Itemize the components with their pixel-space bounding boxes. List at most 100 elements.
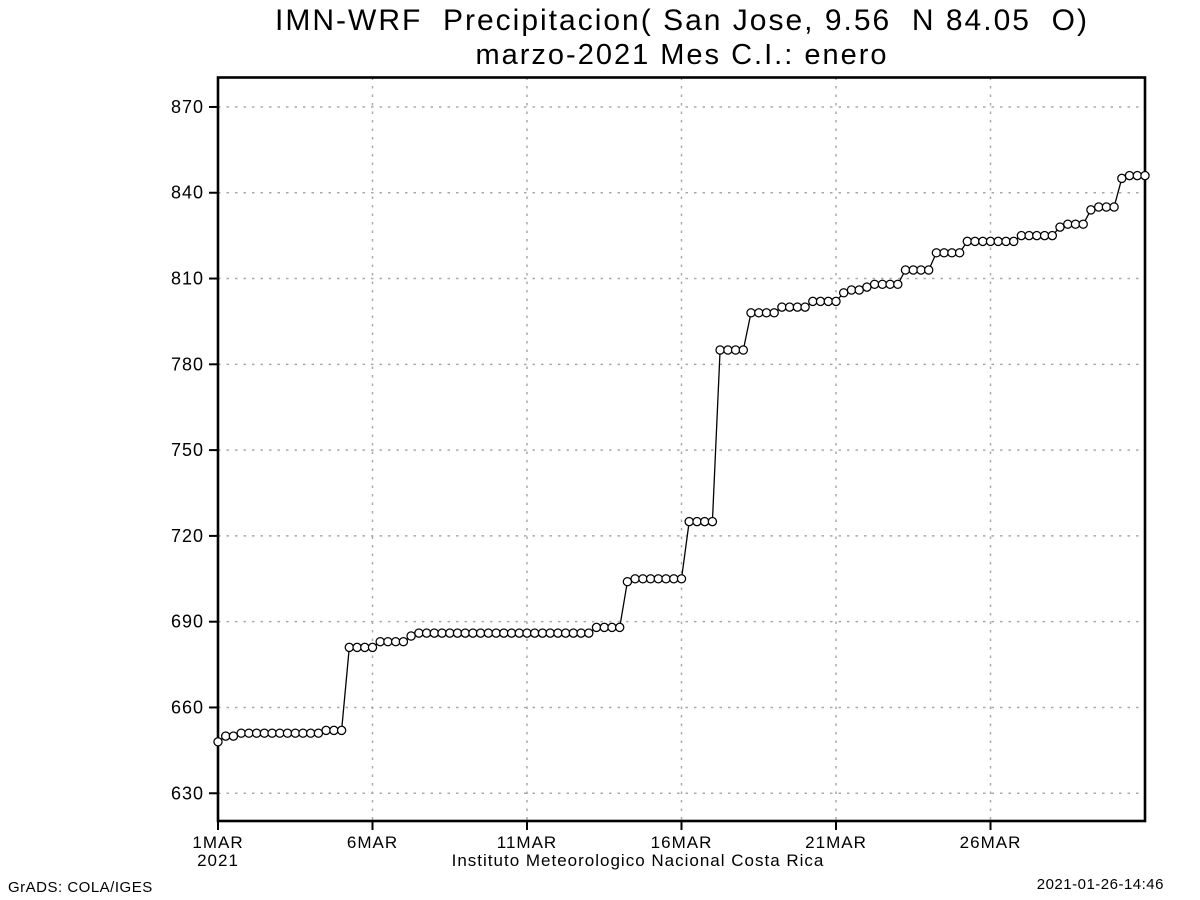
- data-point: [344, 642, 355, 653]
- gridlines: [218, 77, 1145, 821]
- x-tick-sublabel: 2021: [197, 851, 239, 870]
- data-point: [406, 631, 416, 641]
- data-point: [692, 516, 702, 527]
- x-axis-caption: Instituto Meteorologico Nacional Costa R…: [451, 851, 825, 870]
- data-point: [553, 628, 563, 638]
- data-point: [251, 728, 262, 738]
- data-point: [761, 308, 772, 318]
- y-tick-label: 720: [171, 526, 204, 546]
- data-point: [638, 574, 648, 584]
- data-point: [846, 285, 857, 295]
- x-tick-label: 11MAR: [497, 833, 557, 852]
- data-point: [537, 628, 548, 638]
- data-point: [1070, 219, 1081, 229]
- data-point: [1101, 202, 1112, 212]
- data-point: [607, 622, 617, 633]
- data-point: [684, 516, 694, 527]
- data-point: [1063, 219, 1073, 229]
- data-point: [367, 642, 378, 653]
- data-point: [1047, 230, 1058, 241]
- data-point: [669, 574, 679, 584]
- data-point: [329, 725, 339, 736]
- x-tick-label: 16MAR: [651, 833, 713, 852]
- data-point: [522, 628, 532, 638]
- data-point: [823, 296, 834, 307]
- data-point: [854, 285, 864, 295]
- data-point: [305, 728, 316, 738]
- data-point: [1086, 205, 1096, 215]
- data-point: [1001, 236, 1011, 247]
- y-tick-label: 630: [171, 783, 204, 803]
- data-point: [1140, 170, 1150, 181]
- data-point: [390, 636, 401, 647]
- data-point: [838, 288, 849, 298]
- data-point: [923, 265, 934, 275]
- data-point: [244, 728, 254, 738]
- x-tick-label: 21MAR: [805, 833, 867, 852]
- data-point: [947, 248, 957, 258]
- data-point: [228, 731, 239, 741]
- data-point: [321, 725, 331, 736]
- data-point: [213, 737, 223, 747]
- y-tick-label: 750: [171, 440, 204, 460]
- data-point: [475, 628, 486, 638]
- data-point: [1078, 219, 1088, 229]
- data-point: [599, 622, 610, 633]
- data-point: [375, 636, 385, 647]
- data-point: [421, 628, 432, 638]
- plot-timestamp: 2021-01-26-14:46: [1036, 876, 1164, 893]
- data-point: [862, 282, 872, 292]
- data-point: [506, 628, 517, 638]
- data-point: [437, 628, 447, 638]
- data-point: [591, 622, 602, 633]
- data-point: [954, 248, 965, 258]
- data-point: [893, 279, 903, 290]
- data-point: [707, 516, 718, 527]
- data-point: [290, 728, 301, 738]
- data-series: [213, 170, 1150, 747]
- data-point: [777, 302, 787, 312]
- data-point: [499, 628, 509, 638]
- data-point: [360, 642, 370, 653]
- data-point: [978, 236, 988, 247]
- data-point: [460, 628, 470, 638]
- data-point: [282, 728, 293, 738]
- data-point: [916, 265, 926, 275]
- data-point: [529, 628, 540, 638]
- chart-title: IMN-WRF Precipitacion( San Jose, 9.56 N …: [275, 4, 1089, 37]
- data-point: [1109, 202, 1119, 212]
- data-point: [298, 728, 308, 738]
- data-point: [676, 574, 687, 584]
- data-point: [1132, 170, 1143, 181]
- data-point: [769, 308, 779, 318]
- data-point: [267, 728, 277, 738]
- data-point: [1024, 230, 1034, 241]
- data-point: [815, 296, 826, 307]
- data-point: [352, 642, 362, 653]
- data-point: [414, 628, 424, 638]
- y-tick-label: 870: [171, 97, 204, 117]
- axis-ticks: [209, 105, 992, 830]
- y-tick-label: 780: [171, 354, 204, 374]
- data-point: [568, 628, 579, 638]
- data-point: [661, 574, 671, 584]
- data-point: [699, 516, 710, 527]
- data-point: [985, 236, 996, 247]
- data-point: [962, 236, 973, 247]
- data-point: [1093, 202, 1104, 212]
- data-point: [800, 302, 810, 312]
- data-point: [831, 296, 841, 307]
- x-tick-label: 1MAR: [192, 833, 243, 852]
- data-point: [1124, 170, 1135, 181]
- data-point: [483, 628, 494, 638]
- data-point: [1117, 173, 1127, 184]
- data-point: [313, 728, 324, 738]
- data-point: [584, 628, 594, 638]
- grads-credit: GrADS: COLA/IGES: [8, 879, 153, 896]
- data-point: [383, 636, 393, 647]
- data-point: [275, 728, 285, 738]
- data-point: [900, 265, 911, 275]
- y-tick-label: 840: [171, 183, 204, 203]
